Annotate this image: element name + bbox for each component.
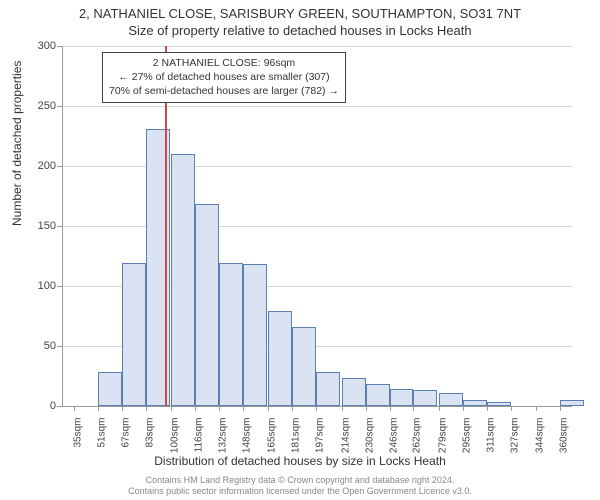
histogram-bar <box>487 402 511 406</box>
histogram-bar <box>292 327 316 406</box>
x-tick-mark <box>243 406 244 411</box>
x-tick-mark <box>98 406 99 411</box>
histogram-bar <box>342 378 366 406</box>
x-tick-mark <box>268 406 269 411</box>
x-tick-label: 311sqm <box>485 418 496 453</box>
footer-line2: Contains public sector information licen… <box>0 486 600 497</box>
chart-area: 05010015020025030035sqm51sqm67sqm83sqm10… <box>62 46 572 406</box>
x-tick-mark <box>219 406 220 411</box>
y-tick-label: 0 <box>26 400 56 412</box>
x-tick-mark <box>560 406 561 411</box>
y-tick-label: 300 <box>26 40 56 52</box>
x-tick-mark <box>74 406 75 411</box>
title-sub: Size of property relative to detached ho… <box>0 23 600 38</box>
x-tick-label: 35sqm <box>72 418 83 448</box>
x-tick-label: 327sqm <box>509 418 520 454</box>
x-tick-mark <box>366 406 367 411</box>
histogram-bar <box>316 372 340 406</box>
annotation-line: 70% of semi-detached houses are larger (… <box>109 84 339 98</box>
histogram-bar <box>390 389 414 406</box>
x-tick-mark <box>536 406 537 411</box>
x-tick-label: 360sqm <box>559 418 570 454</box>
x-tick-label: 132sqm <box>218 418 229 454</box>
x-tick-label: 181sqm <box>291 418 302 454</box>
annotation-line: ← 27% of detached houses are smaller (30… <box>109 70 339 84</box>
x-tick-mark <box>195 406 196 411</box>
y-tick-label: 200 <box>26 160 56 172</box>
y-axis <box>62 46 63 406</box>
x-tick-mark <box>292 406 293 411</box>
gridline <box>62 46 572 47</box>
histogram-bar <box>243 264 267 406</box>
gridline <box>62 106 572 107</box>
x-tick-mark <box>316 406 317 411</box>
x-tick-mark <box>390 406 391 411</box>
x-tick-label: 214sqm <box>340 418 351 454</box>
x-tick-mark <box>511 406 512 411</box>
gridline <box>62 226 572 227</box>
histogram-bar <box>98 372 122 406</box>
x-tick-label: 51sqm <box>96 418 107 448</box>
x-tick-mark <box>171 406 172 411</box>
x-tick-label: 116sqm <box>194 418 205 453</box>
x-tick-label: 165sqm <box>267 418 278 454</box>
x-tick-label: 344sqm <box>535 418 546 454</box>
x-tick-mark <box>413 406 414 411</box>
x-tick-label: 148sqm <box>241 418 252 454</box>
x-tick-mark <box>342 406 343 411</box>
gridline <box>62 166 572 167</box>
histogram-bar <box>122 263 146 406</box>
title-main: 2, NATHANIEL CLOSE, SARISBURY GREEN, SOU… <box>0 6 600 21</box>
y-axis-label: Number of detached properties <box>10 61 24 226</box>
x-tick-mark <box>487 406 488 411</box>
histogram-bar <box>171 154 195 406</box>
x-tick-mark <box>146 406 147 411</box>
x-tick-label: 262sqm <box>412 418 423 454</box>
x-tick-label: 295sqm <box>461 418 472 454</box>
histogram-bar <box>195 204 219 406</box>
histogram-bar <box>366 384 390 406</box>
histogram-bar <box>560 400 584 406</box>
x-tick-label: 246sqm <box>388 418 399 454</box>
x-tick-label: 67sqm <box>120 418 131 448</box>
histogram-bar <box>413 390 437 406</box>
x-tick-label: 83sqm <box>144 418 155 448</box>
x-tick-label: 279sqm <box>437 418 448 454</box>
annotation-line: 2 NATHANIEL CLOSE: 96sqm <box>109 56 339 70</box>
x-tick-mark <box>439 406 440 411</box>
footer-line1: Contains HM Land Registry data © Crown c… <box>0 475 600 486</box>
y-tick-label: 250 <box>26 100 56 112</box>
histogram-bar <box>439 393 463 406</box>
x-tick-label: 100sqm <box>170 418 181 454</box>
plot-region: 05010015020025030035sqm51sqm67sqm83sqm10… <box>62 46 572 406</box>
x-tick-mark <box>122 406 123 411</box>
histogram-bar <box>268 311 292 406</box>
x-tick-label: 197sqm <box>315 418 326 454</box>
x-tick-label: 230sqm <box>364 418 375 454</box>
x-tick-mark <box>463 406 464 411</box>
x-axis-label: Distribution of detached houses by size … <box>0 454 600 468</box>
footer: Contains HM Land Registry data © Crown c… <box>0 475 600 497</box>
histogram-bar <box>463 400 487 406</box>
y-tick-label: 50 <box>26 340 56 352</box>
y-tick-label: 100 <box>26 280 56 292</box>
annotation-box: 2 NATHANIEL CLOSE: 96sqm← 27% of detache… <box>102 52 346 103</box>
title-block: 2, NATHANIEL CLOSE, SARISBURY GREEN, SOU… <box>0 0 600 38</box>
histogram-bar <box>219 263 243 406</box>
y-tick-label: 150 <box>26 220 56 232</box>
